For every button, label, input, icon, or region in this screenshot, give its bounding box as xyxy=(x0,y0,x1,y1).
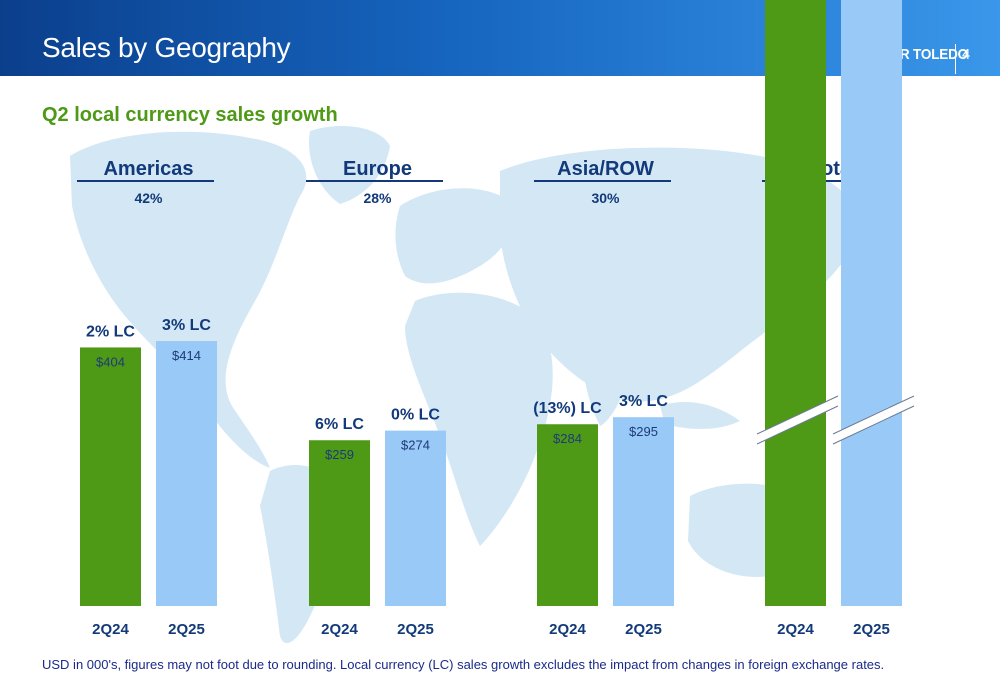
region-label-americas: Americas xyxy=(103,158,193,180)
bar-asia-row-2q25 xyxy=(613,417,674,606)
tick-label-americas-2q24: 2Q24 xyxy=(92,621,129,638)
tick-label-americas-2q25: 2Q25 xyxy=(168,621,205,638)
bar-europe-2q24 xyxy=(309,440,370,606)
value-label-europe-2q24: $259 xyxy=(325,447,354,462)
tick-label-total-2q25: 2Q25 xyxy=(853,621,890,638)
tick-label-asia-row-2q25: 2Q25 xyxy=(625,621,662,638)
axis-break-total-2q24 xyxy=(756,395,839,445)
logo-divider xyxy=(955,44,956,74)
chart-subtitle: Q2 local currency sales growth xyxy=(42,104,338,126)
bar-europe-2q25 xyxy=(385,430,446,606)
growth-label-asia-row-2q25: 3% LC xyxy=(619,393,668,410)
value-label-asia-row-2q24: $284 xyxy=(553,431,582,446)
bar-asia-row-2q24 xyxy=(537,424,598,606)
value-label-americas-2q25: $414 xyxy=(172,348,201,363)
value-label-asia-row-2q25: $295 xyxy=(629,424,658,439)
growth-label-americas-2q25: 3% LC xyxy=(162,317,211,334)
value-label-europe-2q25: $274 xyxy=(401,438,430,453)
bar-americas-2q25 xyxy=(156,341,217,606)
value-label-americas-2q24: $404 xyxy=(96,354,125,369)
tick-label-total-2q24: 2Q24 xyxy=(777,621,814,638)
page-number: 4 xyxy=(962,46,971,63)
footnote: USD in 000's, figures may not foot due t… xyxy=(42,657,885,672)
region-share-europe: 28% xyxy=(363,190,392,206)
tick-label-asia-row-2q24: 2Q24 xyxy=(549,621,586,638)
page-title: Sales by Geography xyxy=(42,32,291,63)
region-share-americas: 42% xyxy=(134,190,163,206)
growth-label-europe-2q25: 0% LC xyxy=(391,407,440,424)
region-label-europe: Europe xyxy=(343,158,412,180)
header-banner xyxy=(0,0,1000,76)
growth-label-americas-2q24: 2% LC xyxy=(86,323,135,340)
growth-label-asia-row-2q24: (13%) LC xyxy=(533,400,602,417)
bar-americas-2q24 xyxy=(80,347,141,606)
growth-label-europe-2q24: 6% LC xyxy=(315,416,364,433)
region-label-asia-row: Asia/ROW xyxy=(557,158,654,180)
bar-total-2q24 xyxy=(765,0,826,606)
region-share-asia-row: 30% xyxy=(591,190,620,206)
tick-label-europe-2q24: 2Q24 xyxy=(321,621,358,638)
bar-total-2q25 xyxy=(841,0,902,607)
tick-label-europe-2q25: 2Q25 xyxy=(397,621,434,638)
axis-break-total-2q25 xyxy=(832,395,915,445)
